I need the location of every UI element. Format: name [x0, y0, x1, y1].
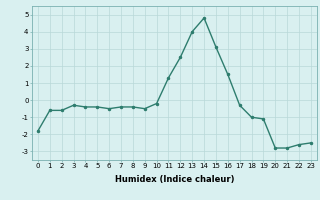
X-axis label: Humidex (Indice chaleur): Humidex (Indice chaleur)	[115, 175, 234, 184]
